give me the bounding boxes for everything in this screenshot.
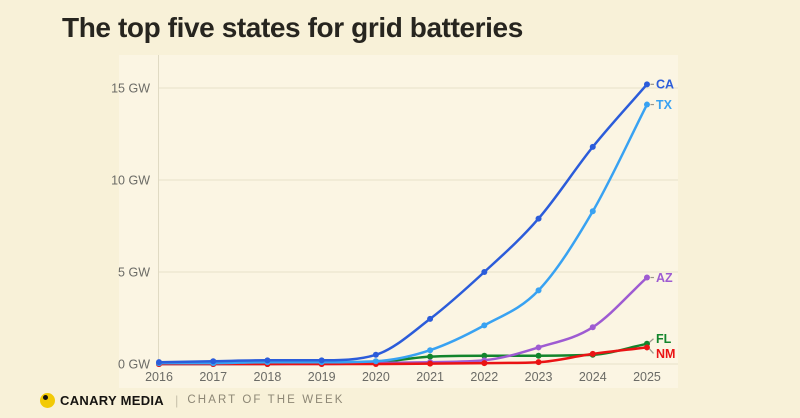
data-point-ca-2018 bbox=[264, 357, 271, 364]
x-tick-label-2021: 2021 bbox=[416, 370, 444, 384]
data-point-fl-2022 bbox=[481, 352, 488, 359]
chart-title: The top five states for grid batteries bbox=[62, 12, 523, 43]
data-point-ca-2025 bbox=[643, 81, 650, 88]
data-point-fl-2023 bbox=[535, 352, 542, 359]
footer-tagline: CHART OF THE WEEK bbox=[187, 394, 345, 406]
series-label-tx: TX bbox=[656, 98, 673, 112]
data-point-ca-2017 bbox=[210, 358, 217, 365]
label-leader-nm bbox=[649, 348, 654, 354]
y-tick-label-0: 0 GW bbox=[118, 357, 150, 371]
data-point-tx-2023 bbox=[535, 287, 542, 294]
data-point-ca-2020 bbox=[372, 351, 379, 358]
x-tick-label-2025: 2025 bbox=[633, 370, 661, 384]
series-label-leaders bbox=[649, 83, 654, 354]
data-point-nm-2023 bbox=[535, 359, 542, 366]
canary-eye-dot bbox=[42, 395, 48, 400]
data-point-ca-2023 bbox=[535, 215, 542, 222]
series-label-az: AZ bbox=[656, 271, 673, 285]
series-labels: FL AZ NM TX CA bbox=[656, 78, 675, 361]
series-label-ca: CA bbox=[656, 78, 674, 92]
series-line-tx bbox=[157, 103, 649, 365]
x-tick-label-2017: 2017 bbox=[199, 370, 227, 384]
series-line-nm bbox=[157, 346, 649, 366]
series-ca bbox=[156, 81, 650, 366]
data-point-az-2025 bbox=[643, 274, 650, 281]
label-leader-fl bbox=[649, 338, 654, 343]
data-point-nm-2024 bbox=[589, 350, 596, 357]
data-point-ca-2016 bbox=[156, 359, 162, 366]
y-tick-label-10: 10 GW bbox=[111, 173, 150, 187]
data-point-tx-2022 bbox=[481, 322, 488, 329]
data-point-tx-2025 bbox=[643, 101, 650, 108]
footer-separator: | bbox=[175, 392, 179, 408]
data-point-fl-2021 bbox=[427, 353, 434, 360]
data-point-ca-2024 bbox=[589, 143, 596, 150]
x-tick-label-2016: 2016 bbox=[145, 370, 173, 384]
x-tick-label-2024: 2024 bbox=[579, 370, 607, 384]
data-point-ca-2022 bbox=[481, 269, 488, 275]
series-line-ca bbox=[157, 83, 649, 364]
data-point-nm-2021 bbox=[427, 360, 434, 367]
data-point-ca-2019 bbox=[318, 357, 325, 364]
x-tick-label-2022: 2022 bbox=[470, 370, 498, 384]
y-axis-tick-labels: 15 GW 10 GW 5 GW 0 GW bbox=[111, 81, 150, 371]
data-point-az-2023 bbox=[535, 344, 542, 351]
data-point-az-2024 bbox=[589, 324, 596, 331]
x-tick-label-2023: 2023 bbox=[525, 370, 553, 384]
data-point-tx-2020 bbox=[372, 358, 379, 365]
x-tick-label-2019: 2019 bbox=[308, 370, 336, 384]
footer: CANARY MEDIA | CHART OF THE WEEK bbox=[40, 390, 345, 410]
series-label-nm: NM bbox=[656, 347, 675, 361]
data-point-nm-2022 bbox=[481, 360, 488, 367]
y-tick-label-15: 15 GW bbox=[111, 81, 150, 95]
x-tick-label-2018: 2018 bbox=[254, 370, 282, 384]
series-label-fl: FL bbox=[656, 332, 672, 346]
data-point-nm-2025 bbox=[643, 344, 650, 351]
y-tick-label-5: 5 GW bbox=[118, 265, 150, 279]
data-point-tx-2021 bbox=[427, 347, 434, 354]
data-point-ca-2021 bbox=[427, 315, 434, 322]
chart-panel bbox=[119, 55, 678, 388]
x-axis-tick-labels: 2016 2017 2018 2019 2020 2021 2022 2023 2024 2025 bbox=[145, 370, 661, 384]
x-tick-label-2020: 2020 bbox=[362, 370, 390, 384]
series-lines bbox=[156, 81, 650, 367]
canary-media-logo-icon bbox=[40, 392, 55, 408]
brand-name: CANARY MEDIA bbox=[60, 392, 164, 408]
data-point-tx-2024 bbox=[589, 208, 596, 215]
